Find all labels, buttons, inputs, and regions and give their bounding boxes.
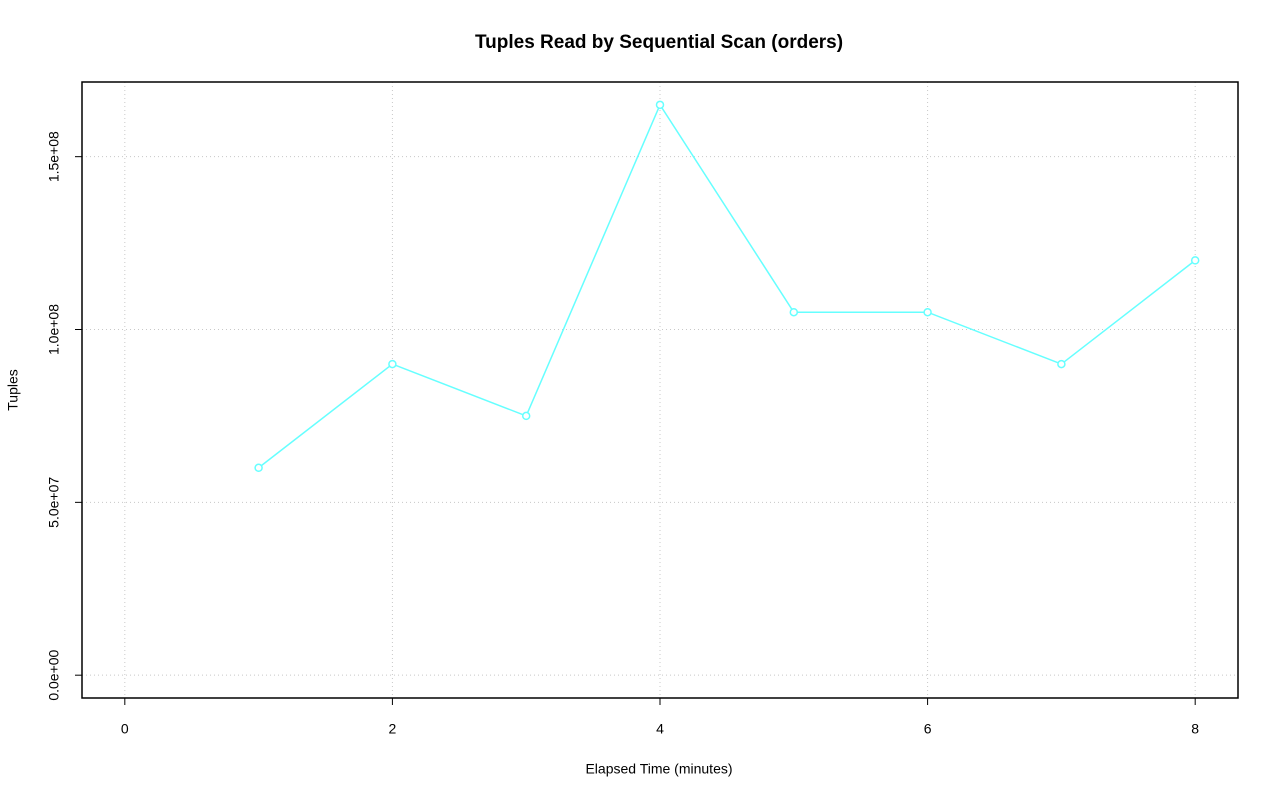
plot-frame <box>81 81 1239 699</box>
chart-title: Tuples Read by Sequential Scan (orders) <box>475 32 843 53</box>
y-tick-label: 1.0e+08 <box>46 304 62 355</box>
y-tick-label: 1.5e+08 <box>46 131 62 182</box>
y-axis-label: Tuples <box>5 369 21 411</box>
x-tick-label: 2 <box>389 721 397 737</box>
data-point <box>254 463 263 473</box>
data-point <box>1057 359 1066 369</box>
y-tick-label: 5.0e+07 <box>46 477 62 528</box>
data-point <box>789 307 799 317</box>
data-point <box>388 359 397 369</box>
data-point <box>655 100 665 110</box>
y-tick-label: 0.0e+00 <box>46 649 62 700</box>
x-tick-label: 6 <box>924 721 932 737</box>
data-line <box>258 103 1196 469</box>
x-tick-label: 4 <box>656 721 664 737</box>
data-point <box>1190 256 1200 265</box>
x-axis-label: Elapsed Time (minutes) <box>585 761 732 777</box>
x-tick-label: 8 <box>1191 721 1199 737</box>
data-point <box>923 307 932 317</box>
x-tick-label: 0 <box>121 721 129 737</box>
data-point <box>521 411 531 421</box>
